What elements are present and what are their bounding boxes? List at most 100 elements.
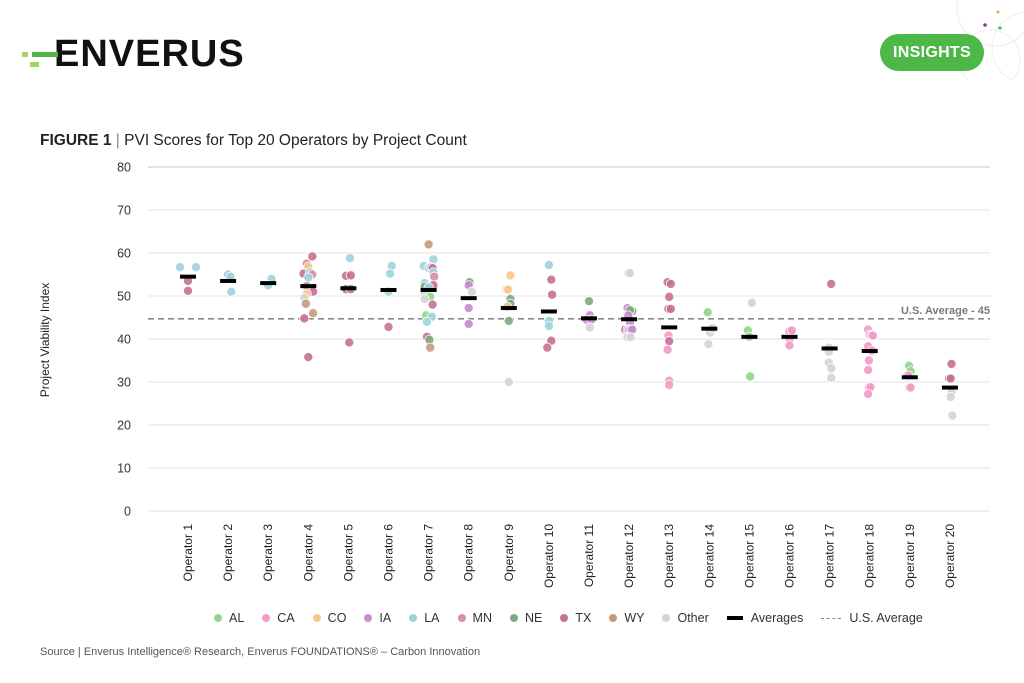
data-point-wy — [308, 308, 319, 319]
data-point-other — [624, 268, 635, 279]
data-point-ca — [863, 355, 874, 366]
data-point-ia — [463, 318, 474, 329]
x-axis-ticks: Operator 1 Operator 2 Operator 3 Operator 4… — [181, 524, 957, 588]
x-tick-label: Operator 20 — [943, 524, 957, 588]
data-point-other — [703, 339, 714, 350]
legend-item-co: CO — [312, 611, 346, 625]
data-point-ca — [662, 344, 673, 355]
y-axis-label: Project Viability Index — [38, 283, 52, 398]
data-point-wy — [425, 342, 436, 353]
data-point-la — [174, 262, 185, 273]
data-point-tx — [427, 299, 438, 310]
legend-dot-icon — [214, 614, 222, 622]
legend-dot-icon — [609, 614, 618, 622]
legend-item-tx: TX — [560, 611, 591, 625]
data-point-ca — [867, 330, 878, 341]
legend-item-other: Other — [662, 611, 709, 625]
data-point-other — [503, 376, 514, 387]
insights-badge[interactable]: INSIGHTS — [880, 34, 984, 71]
data-point-other — [584, 322, 595, 333]
x-tick-label: Operator 6 — [382, 524, 396, 582]
x-tick-label: Operator 8 — [462, 524, 476, 582]
average-marker — [901, 375, 918, 380]
legend-dot-icon — [312, 614, 321, 622]
data-point-la — [190, 262, 201, 273]
data-point-tx — [542, 342, 553, 353]
average-marker — [581, 316, 597, 321]
data-point-other — [826, 372, 837, 383]
y-axis-ticks: 0 10 20 30 40 50 60 70 80 — [117, 161, 131, 519]
data-point-ne — [503, 315, 514, 326]
legend-dot-icon — [262, 614, 271, 622]
legend-item-mn: MN — [457, 611, 492, 625]
average-marker — [781, 334, 798, 339]
average-marker — [220, 278, 237, 283]
legend-dot-icon — [364, 614, 373, 622]
data-point-other — [625, 332, 636, 343]
average-marker — [821, 346, 838, 351]
x-tick-label: Operator 2 — [221, 524, 235, 582]
data-point-la — [385, 268, 396, 279]
x-tick-label: Operator 9 — [502, 524, 516, 582]
average-marker — [500, 306, 517, 311]
data-point-ne — [584, 296, 595, 307]
average-marker — [380, 287, 397, 292]
x-tick-label: Operator 10 — [542, 524, 556, 588]
figure-separator: | — [115, 132, 120, 149]
data-point-ca — [784, 340, 795, 351]
average-marker — [260, 281, 277, 286]
data-point-tx — [945, 373, 956, 384]
data-point-la — [421, 316, 432, 327]
x-tick-label: Operator 12 — [622, 524, 636, 588]
data-point-other — [826, 363, 837, 374]
pvi-scatter-chart: 0 10 20 30 40 50 60 70 80 Project Viability Inde… — [38, 161, 990, 588]
x-tick-label: Operator 19 — [903, 524, 917, 588]
average-markers — [180, 274, 958, 390]
data-point-tx — [665, 278, 676, 289]
y-tick-label: 70 — [117, 204, 131, 218]
data-point-al — [745, 371, 756, 382]
y-tick-label: 20 — [117, 419, 131, 433]
logo-text: ENVERUS — [54, 33, 245, 75]
average-marker — [941, 385, 958, 390]
data-point-la — [303, 272, 314, 283]
data-point-ca — [786, 325, 797, 336]
legend-item-ne: NE — [509, 611, 543, 625]
y-tick-label: 80 — [117, 161, 131, 175]
average-marker — [300, 284, 317, 289]
data-point-ca — [863, 364, 874, 375]
legend-label: AL — [229, 611, 245, 625]
data-point-la — [226, 286, 237, 297]
legend-dot-icon — [560, 614, 569, 622]
y-tick-label: 40 — [117, 333, 131, 347]
average-marker — [340, 286, 357, 291]
legend-label: CA — [277, 611, 295, 625]
x-tick-label: Operator 5 — [341, 524, 355, 582]
legend-label: Averages — [750, 611, 804, 625]
data-point-other — [466, 286, 477, 297]
data-point-wy — [300, 298, 311, 309]
legend-label: NE — [524, 611, 543, 625]
y-tick-label: 10 — [117, 462, 131, 476]
y-tick-label: 60 — [117, 247, 131, 261]
legend-label: U.S. Average — [849, 611, 923, 625]
data-point-wy — [423, 239, 434, 250]
legend-item-al: AL — [214, 611, 244, 625]
legend-label: TX — [575, 611, 592, 625]
data-point-tx — [826, 278, 837, 289]
chart-legend: AL CA CO IA LA MN NE TX WY Other Averages U.S. Aver… — [214, 611, 941, 625]
logo-mark-icon — [22, 52, 58, 67]
data-point-la — [543, 321, 554, 332]
data-point-other — [945, 392, 956, 403]
data-point-tx — [345, 270, 356, 281]
figure-title: FIGURE 1 | PVI Scores for Top 20 Operato… — [40, 132, 467, 150]
data-point-other — [746, 297, 757, 308]
enverus-logo: ENVERUS — [22, 34, 245, 74]
data-point-co — [502, 284, 513, 295]
data-point-co — [505, 270, 516, 281]
average-marker — [540, 309, 557, 314]
average-marker — [460, 296, 477, 301]
legend-bar-icon — [726, 616, 743, 620]
data-point-tx — [299, 313, 310, 324]
x-tick-label: Operator 14 — [702, 524, 716, 588]
